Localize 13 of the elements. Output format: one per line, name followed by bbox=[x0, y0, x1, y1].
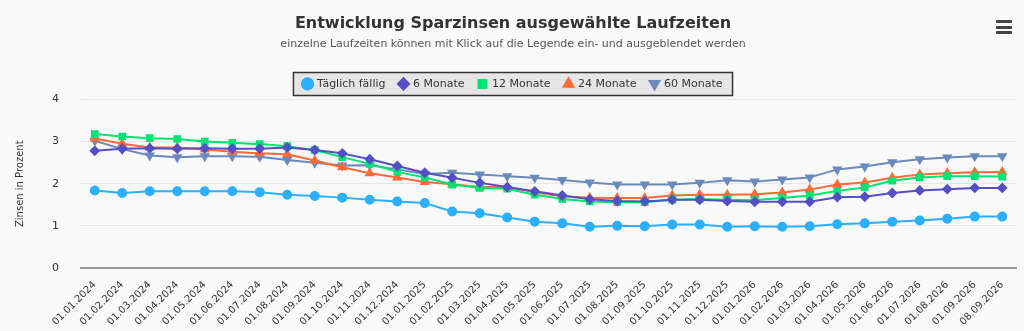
legend-label: Täglich fällig bbox=[315, 76, 386, 90]
y-tick-label: 1 bbox=[52, 218, 59, 232]
legend-label: 6 Monate bbox=[413, 76, 465, 90]
y-tick-label: 0 bbox=[52, 260, 59, 274]
y-tick-label: 4 bbox=[52, 92, 59, 106]
y-tick-label: 2 bbox=[52, 176, 59, 190]
chart-title: Entwicklung Sparzinsen ausgewählte Laufzeiten bbox=[294, 12, 732, 32]
chart-subtitle: einzelne Laufzeiten können mit Klick auf die Legende ein- und ausgeblendet werden bbox=[280, 36, 746, 50]
y-axis-title: Zinsen in Prozent bbox=[13, 140, 25, 228]
legend-label: 60 Monate bbox=[664, 76, 723, 90]
legend-label: 12 Monate bbox=[492, 76, 551, 90]
y-tick-label: 3 bbox=[52, 134, 59, 148]
legend-label: 24 Monate bbox=[578, 76, 637, 90]
